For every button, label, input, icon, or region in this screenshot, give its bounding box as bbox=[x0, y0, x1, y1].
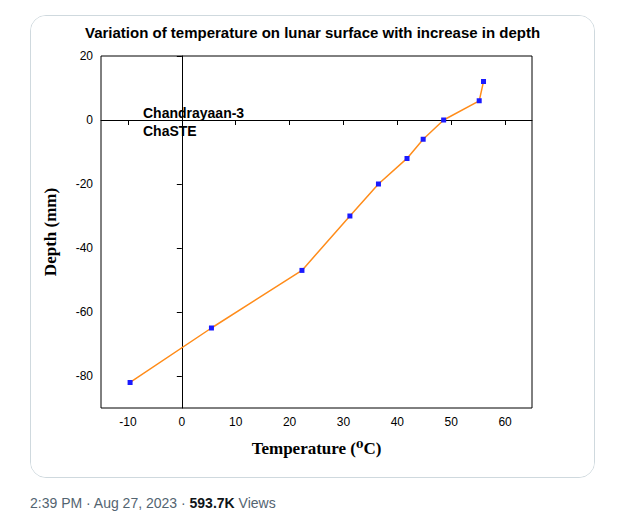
svg-text:-10: -10 bbox=[119, 415, 137, 429]
svg-text:0: 0 bbox=[178, 415, 185, 429]
svg-text:-60: -60 bbox=[76, 305, 94, 319]
svg-text:ChaSTE: ChaSTE bbox=[143, 123, 197, 139]
svg-text:Temperature (⁰C): Temperature (⁰C) bbox=[252, 439, 382, 458]
svg-text:10: 10 bbox=[229, 415, 243, 429]
svg-text:50: 50 bbox=[445, 415, 459, 429]
svg-text:Depth (mm): Depth (mm) bbox=[41, 188, 60, 276]
svg-text:-80: -80 bbox=[76, 369, 94, 383]
svg-text:-20: -20 bbox=[76, 177, 94, 191]
svg-text:20: 20 bbox=[283, 415, 297, 429]
svg-text:Variation of temperature on lu: Variation of temperature on lunar surfac… bbox=[85, 24, 540, 41]
svg-text:Chandrayaan-3: Chandrayaan-3 bbox=[143, 105, 244, 121]
svg-text:20: 20 bbox=[80, 49, 94, 63]
svg-text:-40: -40 bbox=[76, 241, 94, 255]
svg-text:0: 0 bbox=[86, 113, 93, 127]
svg-text:30: 30 bbox=[337, 415, 351, 429]
svg-text:40: 40 bbox=[391, 415, 405, 429]
html-text:2:39 PM · Aug 27, 2023 · 593.7: 2:39 PM · Aug 27, 2023 · 593.7K Views bbox=[30, 495, 276, 511]
svg-text:60: 60 bbox=[498, 415, 512, 429]
